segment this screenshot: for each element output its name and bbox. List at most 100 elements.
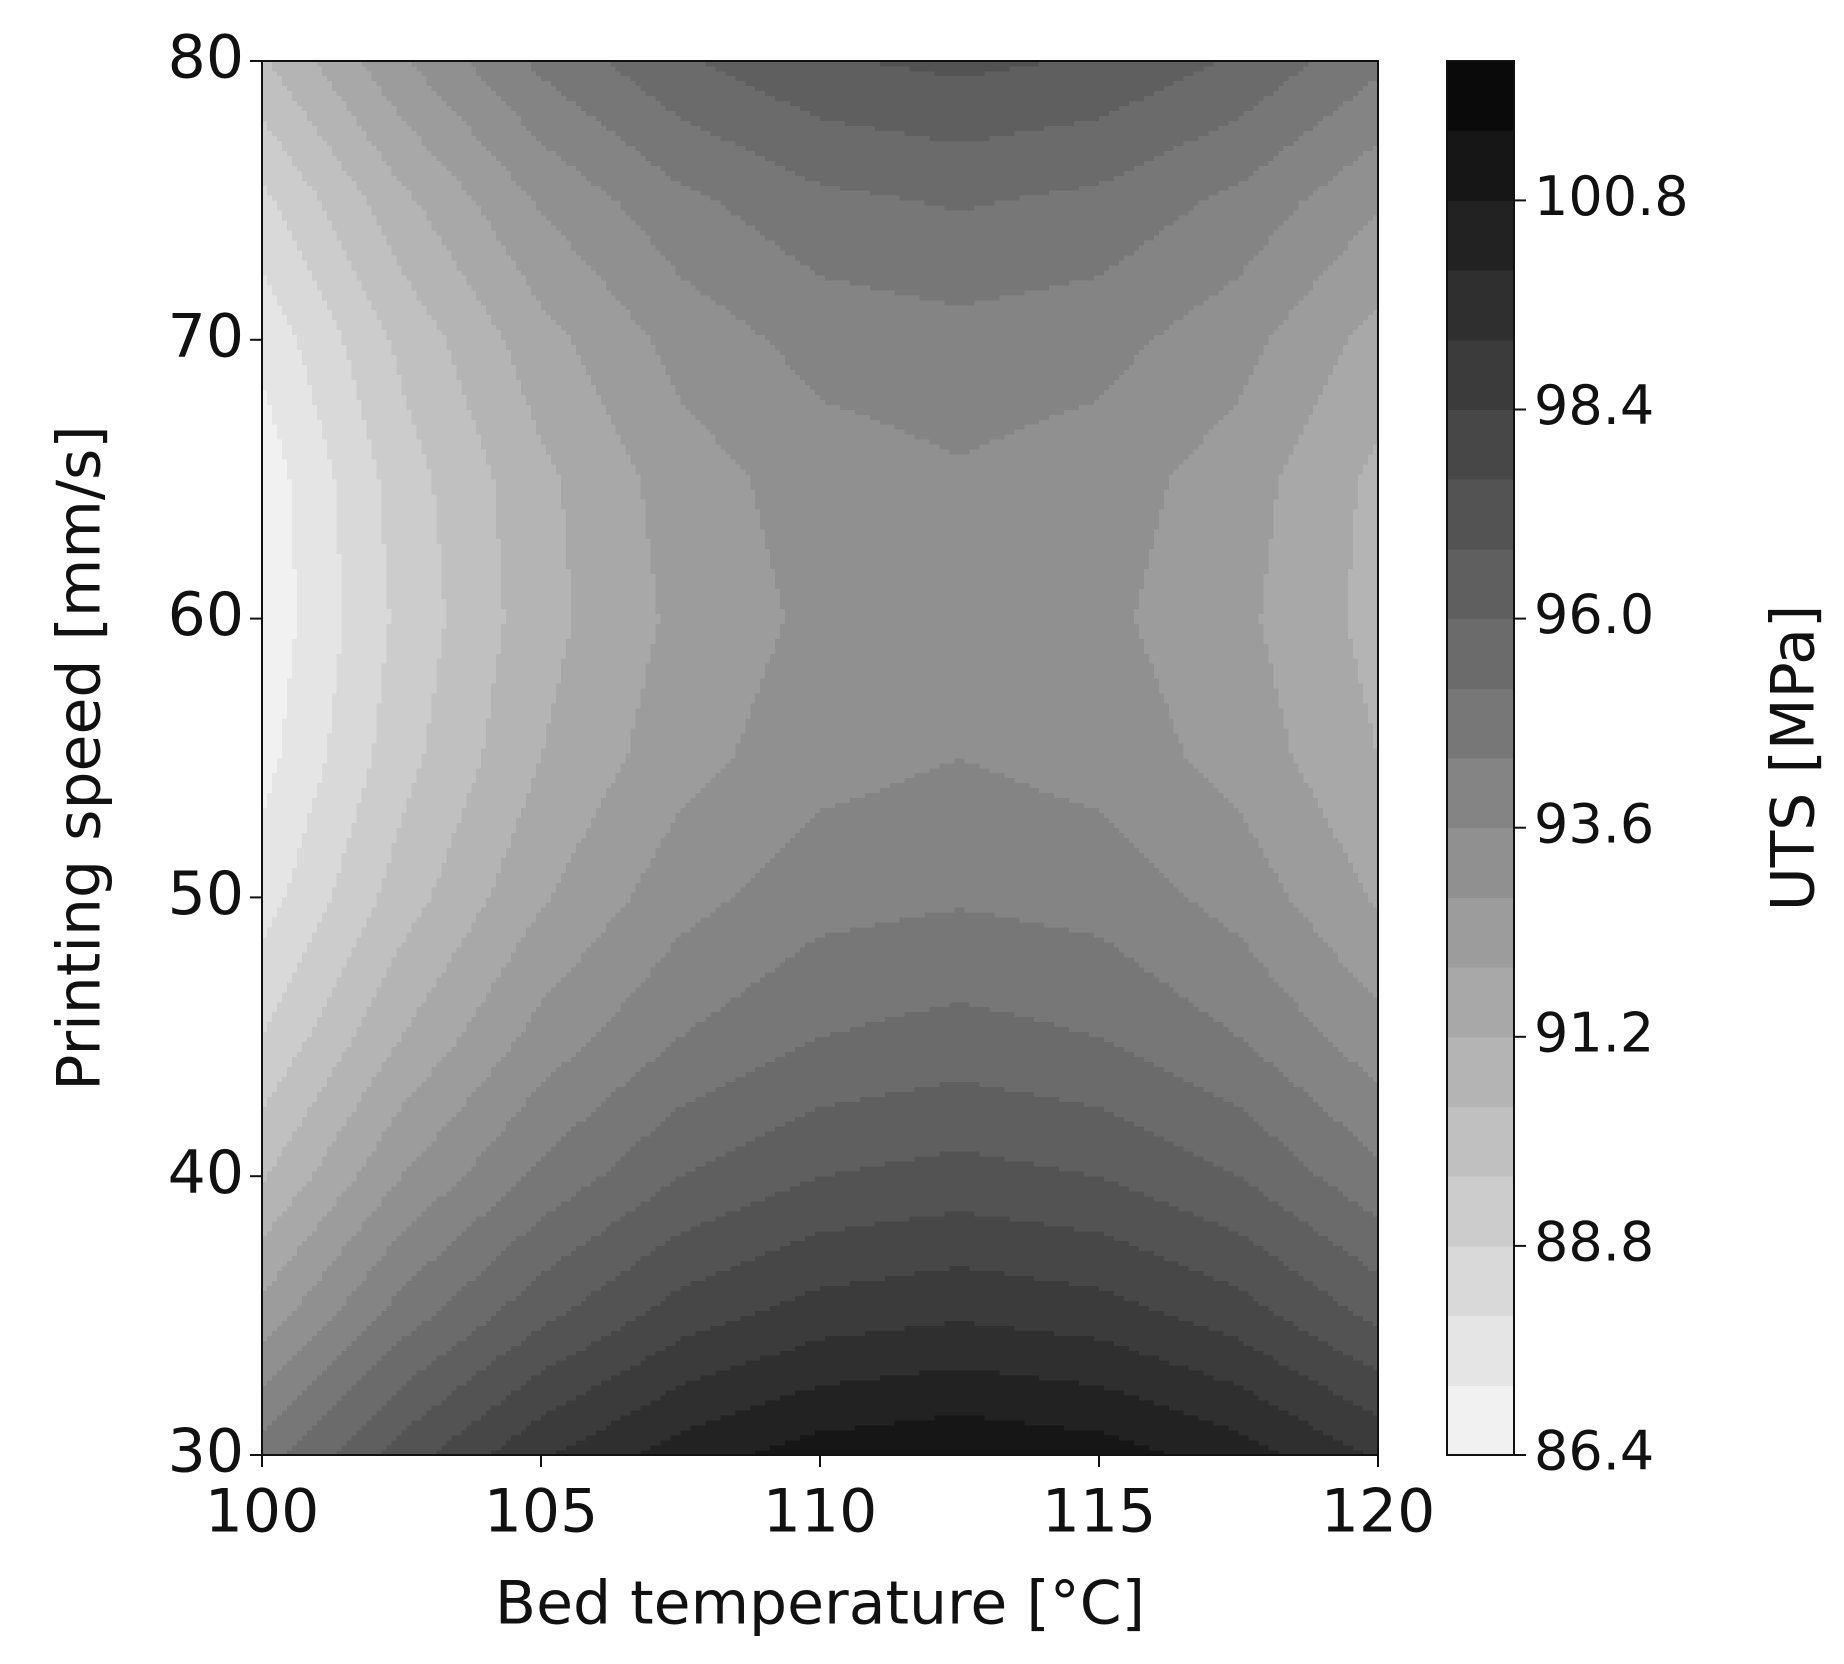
contour-cell: [1343, 847, 1379, 853]
contour-cell: [541, 463, 557, 470]
contour-cell: [680, 772, 716, 779]
contour-cell: [959, 205, 976, 211]
contour-cell: [645, 528, 682, 535]
contour-cell: [1308, 782, 1379, 789]
contour-cell: [336, 668, 383, 674]
contour-cell: [262, 683, 288, 689]
contour-cell: [501, 588, 542, 595]
contour-cell: [1243, 936, 1324, 943]
contour-cell: [381, 533, 403, 540]
contour-cell: [1293, 210, 1379, 216]
contour-cell: [1368, 1071, 1379, 1077]
contour-cell: [336, 872, 388, 878]
contour-cell: [341, 165, 393, 171]
contour-cell: [820, 548, 961, 555]
contour-cell: [521, 269, 542, 276]
contour-cell: [820, 1146, 961, 1152]
contour-cell: [481, 444, 542, 450]
contour-cell: [655, 852, 682, 858]
contour-cell: [366, 1011, 403, 1018]
contour-cell: [1283, 887, 1364, 893]
contour-cell: [291, 1136, 338, 1142]
contour-cell: [1268, 1399, 1354, 1406]
contour-cell: [820, 1041, 961, 1048]
contour-cell: [849, 926, 961, 933]
contour-cell: [1198, 767, 1240, 774]
contour-cell: [1238, 1355, 1274, 1361]
contour-cell: [481, 205, 537, 211]
contour-cell: [391, 349, 403, 356]
contour-cell: [541, 817, 592, 824]
contour-cell: [1074, 1225, 1100, 1232]
contour-cell: [1333, 259, 1379, 266]
contour-cell: [1228, 926, 1240, 933]
contour-cell: [436, 1355, 497, 1361]
contour-cell: [820, 787, 881, 794]
contour-cell: [426, 747, 482, 754]
contour-cell: [820, 1121, 961, 1127]
contour-cell: [1113, 379, 1240, 385]
contour-cell: [1238, 936, 1245, 943]
contour-cell: [421, 907, 482, 913]
contour-cell: [820, 473, 961, 480]
contour-cell: [286, 981, 338, 988]
contour-cell: [401, 707, 432, 714]
contour-cell: [262, 1006, 278, 1013]
contour-cell: [755, 1136, 821, 1142]
contour-cell: [1238, 1011, 1304, 1018]
contour-cell: [1188, 309, 1240, 316]
contour-cell: [770, 339, 821, 346]
contour-cell: [745, 1141, 821, 1147]
contour-cell: [541, 752, 627, 759]
contour-cell: [361, 1091, 403, 1097]
contour-cell: [401, 399, 408, 405]
contour-cell: [620, 907, 682, 913]
contour-cell: [874, 1220, 961, 1227]
contour-cell: [262, 1245, 298, 1252]
contour-cell: [820, 976, 961, 983]
contour-cell: [262, 613, 298, 619]
contour-cell: [815, 269, 821, 276]
contour-cell: [1108, 264, 1240, 271]
contour-cell: [401, 1151, 423, 1157]
contour-cell: [262, 1230, 268, 1237]
contour-cell: [585, 1434, 672, 1441]
contour-cell: [640, 697, 682, 704]
contour-cell: [570, 239, 652, 246]
contour-cell: [296, 847, 348, 853]
contour-cell: [1238, 379, 1250, 385]
contour-cell: [1138, 961, 1240, 968]
contour-cell: [451, 249, 507, 256]
contour-cell: [401, 588, 442, 595]
contour-cell: [391, 1051, 403, 1058]
contour-cell: [431, 892, 492, 898]
contour-cell: [501, 548, 542, 555]
contour-cell: [820, 588, 961, 595]
contour-cell: [959, 354, 1100, 361]
contour-cell: [680, 1414, 721, 1421]
contour-cell: [411, 190, 467, 196]
contour-cell: [476, 1011, 532, 1018]
contour-cell: [740, 887, 821, 893]
contour-cell: [1348, 573, 1379, 580]
contour-cell: [959, 951, 1100, 958]
contour-cell: [1099, 498, 1165, 505]
contour-cell: [1238, 518, 1274, 525]
contour-cell: [1099, 389, 1105, 395]
contour-cell: [1103, 1106, 1240, 1112]
contour-cell: [1253, 1240, 1334, 1247]
contour-cell: [1268, 558, 1354, 565]
contour-cell: [765, 862, 821, 868]
contour-cell: [680, 1325, 711, 1331]
contour-cell: [820, 747, 961, 754]
contour-cell: [501, 563, 542, 570]
contour-cell: [1278, 1404, 1364, 1411]
contour-cell: [1288, 1409, 1374, 1416]
contour-cell: [401, 1175, 462, 1182]
contour-cell: [401, 319, 437, 326]
contour-cell: [541, 548, 567, 555]
contour-cell: [959, 1051, 1100, 1058]
contour-cell: [541, 244, 572, 251]
contour-cell: [291, 648, 343, 654]
contour-cell: [570, 1305, 652, 1311]
